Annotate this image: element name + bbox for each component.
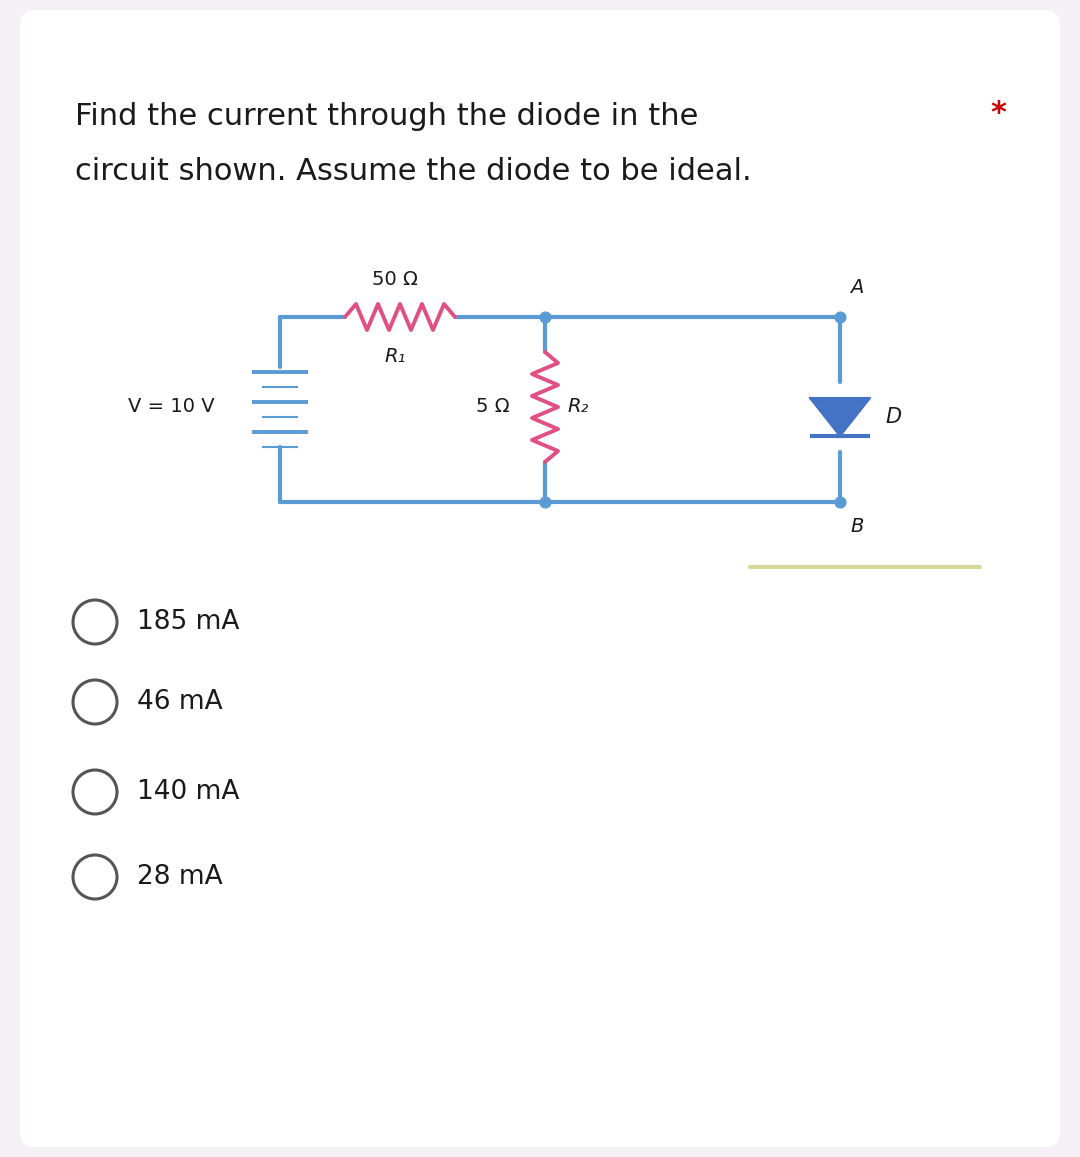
Point bbox=[832, 493, 849, 511]
Text: A: A bbox=[850, 278, 863, 297]
FancyBboxPatch shape bbox=[21, 10, 1059, 1147]
Text: B: B bbox=[850, 517, 863, 536]
Text: V = 10 V: V = 10 V bbox=[129, 398, 215, 417]
Text: D: D bbox=[885, 407, 901, 427]
Text: 185 mA: 185 mA bbox=[137, 609, 240, 635]
Text: 5 Ω: 5 Ω bbox=[476, 398, 510, 417]
Text: 28 mA: 28 mA bbox=[137, 864, 222, 890]
Point bbox=[537, 308, 554, 326]
Text: 140 mA: 140 mA bbox=[137, 779, 240, 805]
Text: 50 Ω: 50 Ω bbox=[373, 270, 418, 289]
Text: R₂: R₂ bbox=[567, 398, 589, 417]
Text: Find the current through the diode in the: Find the current through the diode in th… bbox=[75, 102, 699, 131]
Text: 46 mA: 46 mA bbox=[137, 690, 222, 715]
Point bbox=[537, 493, 554, 511]
Text: *: * bbox=[990, 100, 1005, 128]
Text: circuit shown. Assume the diode to be ideal.: circuit shown. Assume the diode to be id… bbox=[75, 157, 752, 186]
Point bbox=[832, 308, 849, 326]
Polygon shape bbox=[810, 398, 870, 436]
Text: R₁: R₁ bbox=[384, 347, 406, 366]
